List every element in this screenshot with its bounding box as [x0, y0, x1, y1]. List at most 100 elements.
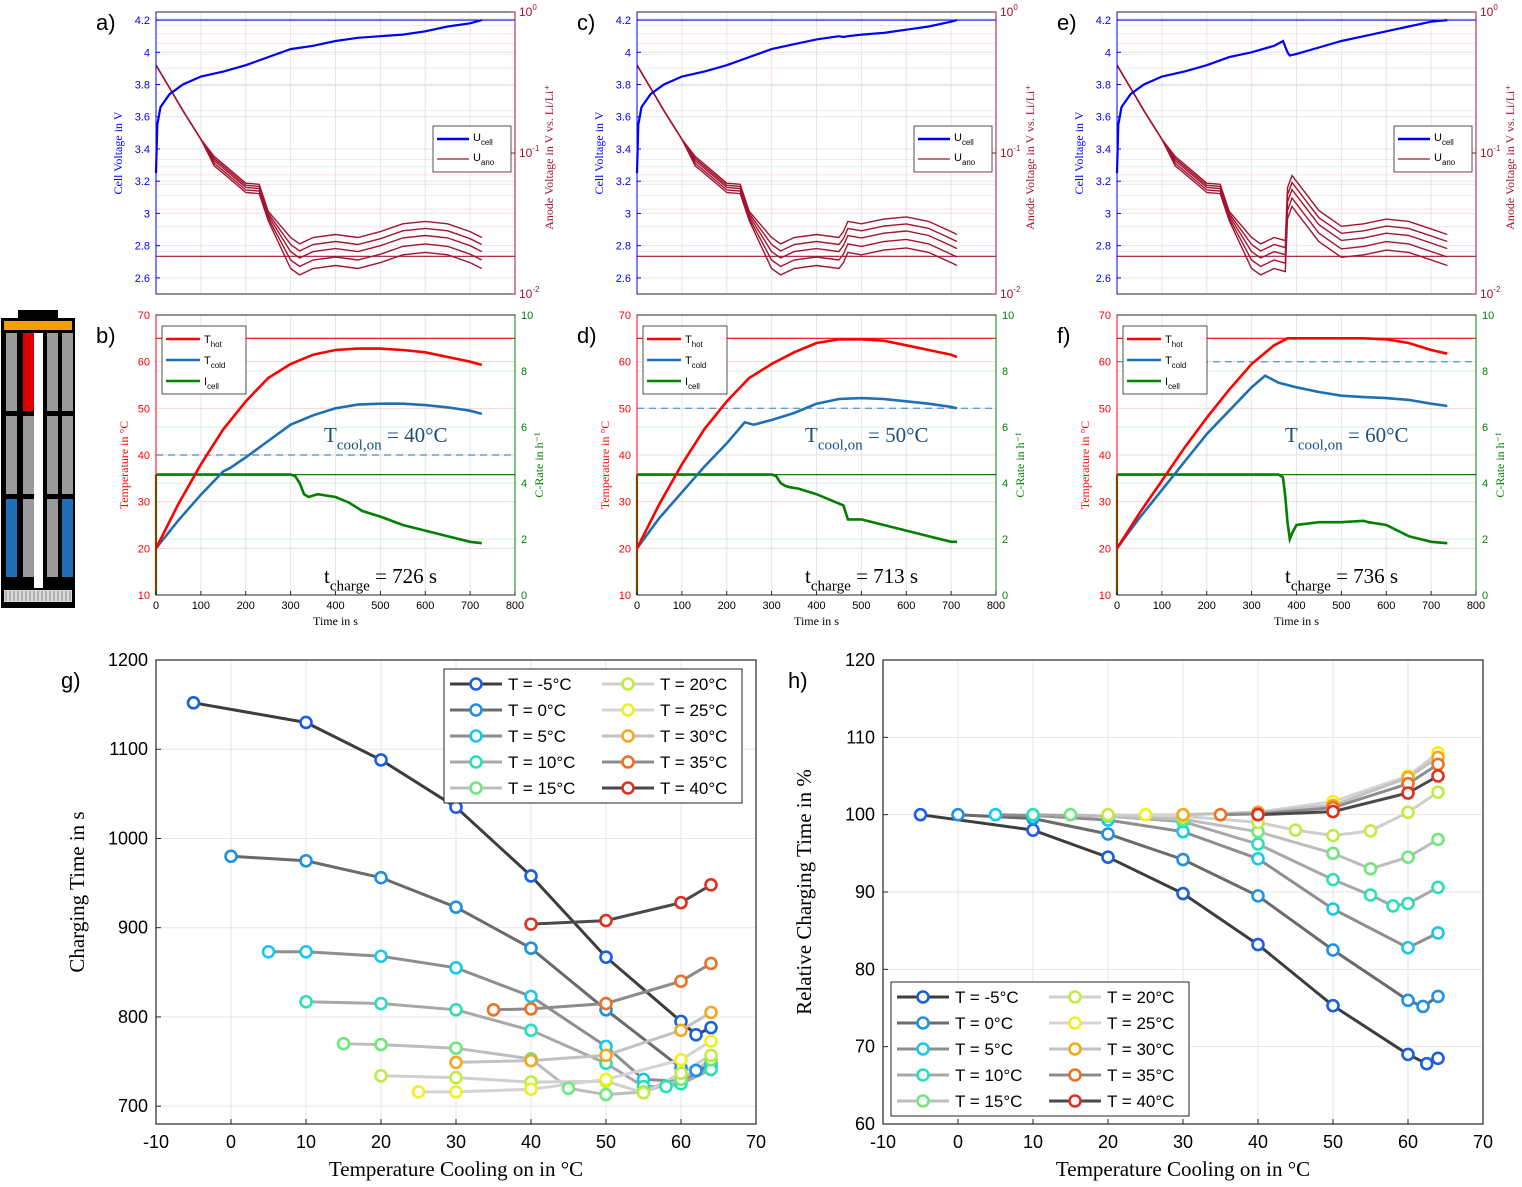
tick-base: 10	[519, 5, 533, 19]
data-point	[1431, 832, 1445, 847]
tick-base: 10	[1000, 287, 1014, 301]
cooling-on-annotation: Tcool,on = 40°C	[324, 423, 447, 453]
data-point	[299, 853, 313, 868]
legend-marker	[916, 1016, 930, 1030]
x-tick-label: 400	[1287, 600, 1305, 612]
right-tick-label: 100	[1480, 3, 1498, 19]
right-tick-label: 100	[1000, 3, 1018, 19]
right-tick-label: 2	[1002, 534, 1008, 546]
y-tick-label: 90	[855, 882, 875, 902]
data-point	[1401, 1047, 1415, 1062]
legend-label-cold-main: T	[1165, 355, 1172, 367]
series-line	[530, 883, 712, 926]
data-point	[1363, 824, 1378, 838]
x-tick-label: 800	[987, 600, 1005, 612]
left-tick-label: 3.4	[1096, 144, 1111, 156]
cell-block	[62, 499, 73, 577]
right-tick-label: 10-2	[519, 285, 540, 301]
data-point	[1101, 827, 1115, 841]
right-tick-label: 6	[1482, 422, 1488, 434]
legend-label-cell: Icell	[1165, 376, 1180, 391]
tick-exponent: 0	[532, 3, 537, 12]
panel-g: -10 0 10 20 30 40 50 60 70 700 800 900 1000 1100 1200 T…	[61, 650, 766, 1181]
cooling-on-annotation-main: T	[805, 423, 818, 447]
tick-exponent: 0	[1493, 3, 1498, 12]
x-tick-label: 10	[296, 1132, 316, 1152]
legend-label-cold-sub: cold	[692, 361, 707, 370]
legend-marker	[916, 990, 930, 1004]
data-point	[1251, 851, 1265, 866]
x-axis-label: Time in s	[794, 614, 839, 628]
x-tick-label: 700	[1422, 600, 1440, 612]
right-tick-label: 2	[1482, 534, 1488, 546]
cell-block	[47, 416, 58, 494]
legend-label: T = 25°C	[660, 701, 727, 720]
x-tick-label: -10	[143, 1132, 169, 1152]
right-tick-label: 10-1	[1000, 144, 1021, 160]
x-tick-label: 100	[673, 600, 691, 612]
x-tick-label: 70	[746, 1132, 766, 1152]
left-tick-label: 10	[138, 590, 150, 602]
legend-label-cell-sub: cell	[207, 382, 219, 391]
data-point	[704, 878, 718, 892]
series-t-hot-line	[635, 337, 958, 549]
data-point	[674, 1023, 688, 1038]
charge-time-annotation-main: t	[1285, 564, 1291, 588]
data-point	[524, 1053, 538, 1068]
panel-label: c)	[577, 10, 595, 35]
data-point	[636, 1085, 651, 1100]
data-point	[674, 1052, 688, 1067]
y-tick-label: 80	[855, 959, 875, 979]
legend-marker	[1068, 990, 1082, 1004]
y-tick-label: 100	[845, 805, 875, 825]
x-axis-label: Temperature Cooling on in °C	[1056, 1157, 1310, 1181]
left-tick-label: 4.2	[1096, 15, 1111, 27]
series-line	[1107, 790, 1439, 838]
data-point	[988, 807, 1003, 822]
legend-label: T = -5°C	[955, 988, 1019, 1007]
tick-base: 10	[1480, 287, 1494, 301]
y-tick-label: 900	[118, 918, 148, 938]
legend-label: T = 30°C	[1107, 1040, 1174, 1059]
tick-exponent: 0	[1013, 3, 1018, 12]
x-tick-label: 70	[1473, 1132, 1493, 1152]
data-point	[524, 1082, 538, 1096]
legend-box	[642, 325, 728, 395]
legend-label-ano-sub: ano	[962, 158, 976, 167]
legend-label: T = 15°C	[508, 779, 575, 798]
data-point	[1213, 807, 1228, 822]
x-tick-label: 0	[953, 1132, 963, 1152]
x-tick-label: 20	[371, 1132, 391, 1152]
left-tick-label: 3	[144, 208, 150, 220]
left-tick-label: 3.2	[1096, 176, 1111, 188]
series-i-cell-line	[156, 473, 482, 545]
left-tick-label: 40	[1099, 450, 1111, 462]
data-point	[1251, 889, 1265, 903]
legend-label-cell-main: U	[473, 132, 481, 144]
legend-label-ano: Uano	[473, 152, 495, 167]
data-point	[1251, 937, 1265, 952]
x-tick-label: 40	[1248, 1132, 1268, 1152]
left-tick-label: 3.4	[616, 144, 631, 156]
x-tick-label: -10	[870, 1132, 896, 1152]
data-point	[1251, 807, 1265, 822]
data-point	[1326, 828, 1340, 843]
left-tick-label: 70	[1099, 310, 1111, 322]
legend-label-cold-sub: cold	[1172, 361, 1187, 370]
cooling-on-annotation-rest: = 40°C	[382, 423, 448, 447]
legend-label-ano: Uano	[954, 152, 976, 167]
cell-block	[23, 416, 34, 494]
data-point	[1251, 837, 1265, 851]
data-point	[299, 994, 313, 1009]
legend-label: T = 40°C	[660, 779, 727, 798]
x-axis-label: Temperature Cooling on in °C	[329, 1157, 583, 1181]
data-point	[449, 1070, 463, 1085]
cooling-on-annotation-rest: = 50°C	[863, 423, 929, 447]
legend-label: T = 25°C	[1107, 1014, 1174, 1033]
legend-box	[432, 125, 512, 173]
data-point	[599, 1048, 613, 1063]
data-point	[524, 941, 538, 956]
data-point	[674, 1066, 688, 1080]
legend-marker	[469, 729, 483, 743]
